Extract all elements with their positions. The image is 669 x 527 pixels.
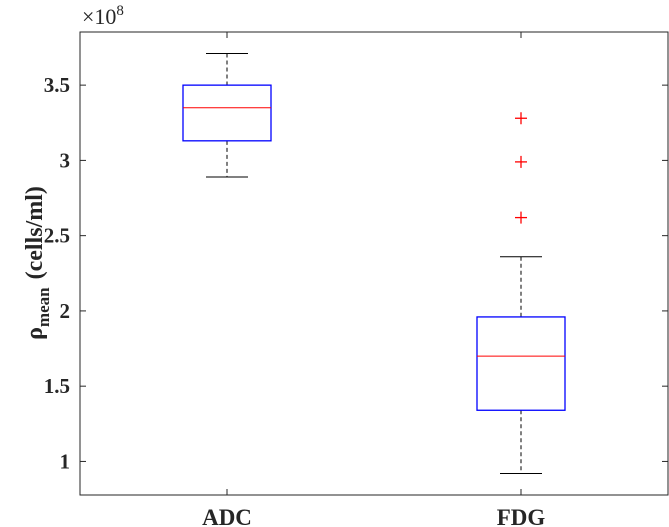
y-tick-label: 3 [60,148,71,172]
x-tick-label: ADC [202,505,252,527]
iqr-box [182,84,272,142]
y-tick-label: 2 [60,299,71,323]
y-tick-label: 3.5 [44,73,70,97]
plot-area [79,31,669,496]
y-tick-label: 2.5 [44,224,70,248]
exponent-power: 8 [116,3,124,19]
x-tick-label: FDG [497,505,546,527]
box-fdg [476,112,566,474]
outlier-marker [515,155,527,168]
y-tick-label: 1 [60,449,71,473]
y-tick-label: 1.5 [44,374,70,398]
outlier-marker [515,211,527,224]
y-axis-label: ρmean(cells/ml) [22,186,53,340]
outlier-marker [515,112,527,125]
exponent-label: ×108 [82,3,124,29]
iqr-box [476,316,566,411]
box-adc [182,53,272,178]
